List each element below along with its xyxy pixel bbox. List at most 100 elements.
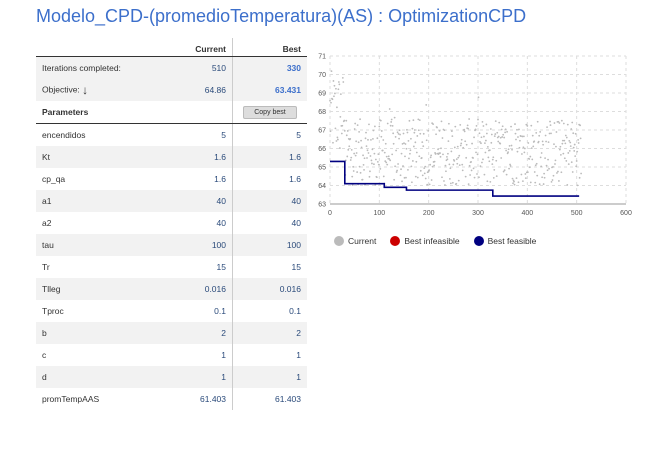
- current-point: [339, 115, 342, 118]
- current-point: [445, 170, 447, 173]
- current-point: [368, 175, 371, 178]
- current-point: [458, 154, 461, 157]
- current-point: [498, 121, 501, 124]
- objective-label: Objective:: [42, 84, 80, 95]
- current-point: [403, 176, 406, 179]
- parameter-best: 61.403: [275, 394, 301, 404]
- current-point: [522, 135, 525, 138]
- current-point: [554, 159, 557, 162]
- parameter-name: Kt: [36, 146, 158, 168]
- arrow-down-icon: ↓: [82, 83, 89, 97]
- current-point: [371, 148, 374, 151]
- current-point: [521, 153, 523, 155]
- current-point: [420, 157, 423, 159]
- y-tick-label: 68: [318, 109, 326, 116]
- current-point: [518, 128, 520, 131]
- current-point: [502, 133, 505, 136]
- copy-best-button[interactable]: Copy best: [243, 105, 297, 119]
- legend-best-infeasible[interactable]: Best infeasible: [390, 236, 460, 246]
- current-point: [449, 182, 452, 185]
- current-point: [349, 138, 352, 140]
- current-point: [349, 159, 352, 161]
- parameter-name: Tlleg: [36, 278, 158, 300]
- current-point: [363, 168, 365, 171]
- current-point: [338, 83, 341, 86]
- current-point: [555, 131, 558, 133]
- current-point: [495, 159, 498, 162]
- x-tick-label: 500: [571, 210, 583, 217]
- current-point: [480, 136, 483, 139]
- current-point: [541, 176, 544, 179]
- current-point: [534, 164, 537, 167]
- current-point: [494, 133, 497, 135]
- current-point: [397, 132, 400, 135]
- parameter-current: 1.6: [158, 168, 233, 190]
- current-point: [550, 132, 552, 135]
- current-point: [465, 143, 468, 146]
- page-title: Modelo_CPD-(promedioTemperatura)(AS) : O…: [36, 6, 527, 26]
- current-point: [474, 128, 477, 131]
- current-point: [520, 173, 523, 176]
- current-point: [437, 148, 439, 151]
- current-point: [535, 162, 538, 165]
- current-point: [481, 120, 484, 123]
- current-point: [531, 158, 534, 161]
- current-point: [333, 84, 336, 87]
- header-current: Current: [158, 38, 233, 57]
- current-point: [473, 176, 476, 179]
- current-point: [548, 167, 550, 170]
- current-point: [424, 177, 427, 180]
- current-point: [542, 183, 545, 185]
- current-point: [509, 164, 512, 167]
- current-point: [552, 165, 554, 168]
- legend-current[interactable]: Current: [334, 236, 376, 246]
- current-point: [548, 132, 551, 135]
- current-point: [567, 163, 570, 166]
- current-point: [366, 157, 368, 159]
- objective-row: Objective: ↓ 64.86 63.431: [36, 79, 307, 101]
- current-point: [496, 131, 499, 134]
- iterations-current: 510: [158, 56, 233, 79]
- x-tick-label: 0: [328, 210, 332, 217]
- current-point: [558, 180, 560, 182]
- parameter-row: promTempAAS 61.403 61.403: [36, 388, 307, 410]
- current-point: [354, 154, 357, 157]
- current-point: [518, 146, 521, 149]
- current-point: [579, 124, 582, 127]
- legend-best-feasible[interactable]: Best feasible: [473, 236, 536, 246]
- current-point: [468, 118, 471, 120]
- current-point: [526, 125, 529, 127]
- current-point: [543, 172, 546, 175]
- current-point: [433, 164, 435, 167]
- current-point: [497, 135, 500, 138]
- current-point: [353, 152, 356, 155]
- current-point: [352, 170, 355, 172]
- current-point: [373, 163, 375, 166]
- current-point: [508, 167, 510, 170]
- current-point: [353, 128, 356, 130]
- current-point: [566, 123, 569, 126]
- current-point: [461, 163, 464, 166]
- current-point: [395, 171, 398, 173]
- parameter-current: 40: [158, 212, 233, 234]
- current-point: [541, 140, 544, 143]
- current-point: [397, 163, 399, 165]
- current-point: [521, 180, 524, 183]
- current-point: [513, 183, 516, 186]
- current-point: [555, 145, 557, 148]
- current-point: [410, 165, 413, 168]
- current-point: [550, 181, 553, 183]
- current-point: [572, 132, 575, 135]
- current-point: [568, 149, 571, 152]
- current-point: [536, 120, 539, 123]
- current-point: [512, 182, 514, 185]
- current-point: [399, 133, 401, 136]
- current-point: [405, 147, 408, 150]
- current-point: [570, 161, 573, 164]
- current-point: [336, 138, 339, 141]
- current-point: [343, 130, 346, 132]
- current-point: [523, 147, 526, 150]
- current-point: [553, 143, 555, 146]
- current-point: [514, 132, 517, 135]
- current-point: [394, 136, 397, 138]
